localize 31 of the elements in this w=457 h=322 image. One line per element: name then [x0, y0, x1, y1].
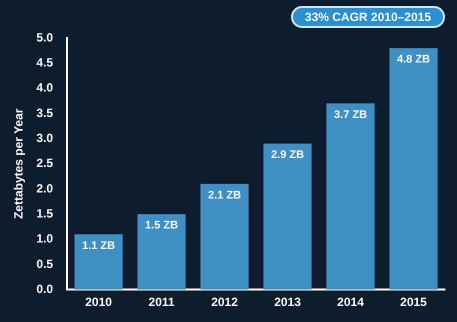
y-tick-label: 3.0 [36, 130, 54, 145]
data-label: 3.7 ZB [334, 108, 368, 121]
bar [263, 144, 312, 290]
x-tick-label: 2014 [337, 295, 364, 310]
y-tick-label: 1.0 [36, 232, 54, 246]
y-tick-label: 5.0 [36, 30, 54, 44]
bar [137, 214, 186, 290]
text: 33% CAGR 2010–2015 [290, 6, 445, 28]
x-tick-label: 2012 [211, 295, 238, 310]
y-tick-label: 4.0 [36, 80, 54, 95]
x-tick-label: 2013 [274, 295, 302, 310]
bar [389, 48, 438, 290]
y-axis-title: Zettabytes per Year [12, 108, 26, 220]
y-tick-label: 1.5 [36, 206, 54, 220]
x-tick-label: 2010 [85, 295, 112, 310]
y-tick-label: 2.5 [36, 156, 54, 170]
data-label: 4.8 ZB [397, 54, 430, 66]
bar [326, 103, 375, 290]
data-label: 1.5 ZB [145, 220, 178, 232]
y-tick-label: 4.5 [36, 55, 54, 70]
y-tick-label: 3.5 [36, 106, 54, 120]
bar [200, 184, 249, 290]
data-label: 2.9 ZB [271, 149, 304, 162]
bar [74, 234, 123, 290]
y-tick-label: 2.0 [36, 181, 54, 196]
y-tick-label: 0.5 [36, 256, 54, 271]
y-tick-label: 0.0 [36, 282, 54, 296]
data-label: 2.1 ZB [208, 189, 242, 202]
x-tick-label: 2015 [400, 295, 428, 310]
x-tick-label: 2011 [148, 295, 175, 310]
data-label: 1.1 ZB [82, 240, 116, 252]
